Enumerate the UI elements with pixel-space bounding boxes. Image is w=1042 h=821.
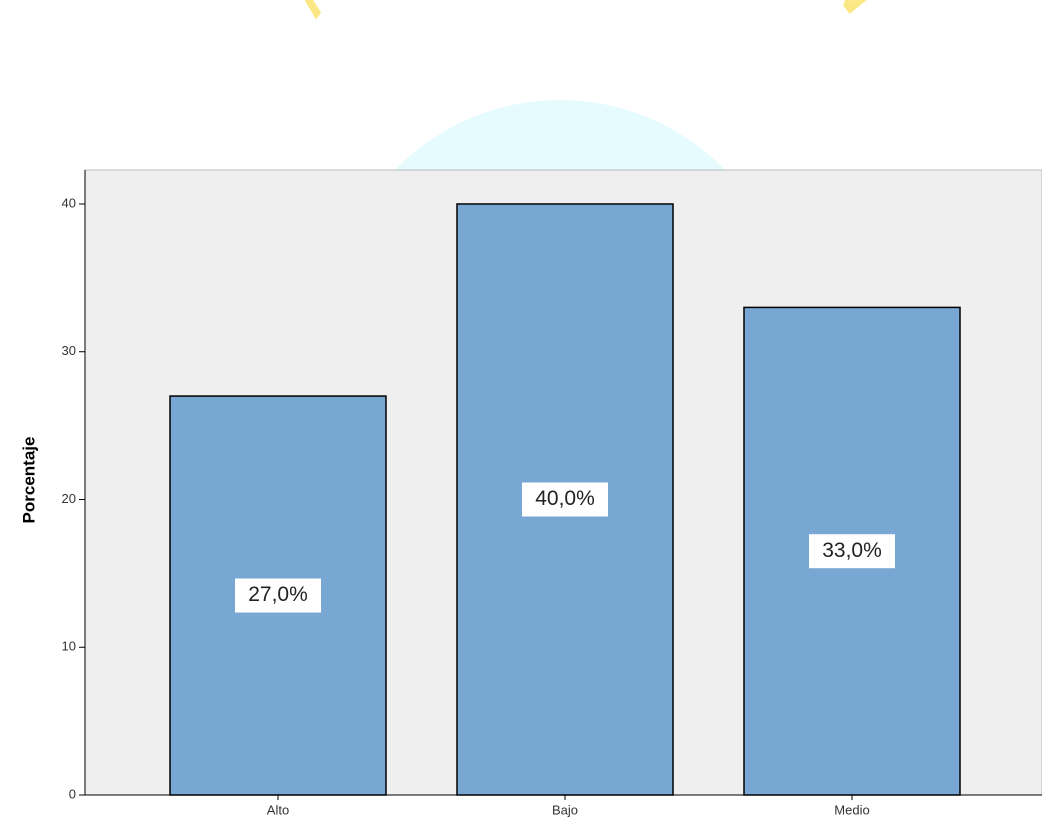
y-tick-label: 0	[69, 786, 76, 801]
watermark: AL JOSE FAUSTIN	[258, 0, 912, 32]
y-axis-label: Porcentaje	[19, 437, 38, 524]
x-tick-label: Bajo	[552, 802, 578, 817]
value-label-box	[809, 534, 895, 569]
y-tick-label: 40	[62, 195, 76, 210]
value-label: 40,0%	[535, 487, 595, 510]
y-tick-label: 10	[62, 639, 76, 654]
x-tick-label: Medio	[834, 802, 869, 817]
value-label: 27,0%	[248, 583, 308, 606]
y-tick-label: 20	[62, 491, 76, 506]
watermark-text: AL JOSE FAUSTIN	[258, 0, 912, 32]
y-tick-label: 30	[62, 343, 76, 358]
value-label-box	[235, 578, 321, 613]
x-tick-label: Alto	[267, 802, 289, 817]
value-label-box	[522, 482, 608, 517]
value-label: 33,0%	[822, 539, 882, 562]
